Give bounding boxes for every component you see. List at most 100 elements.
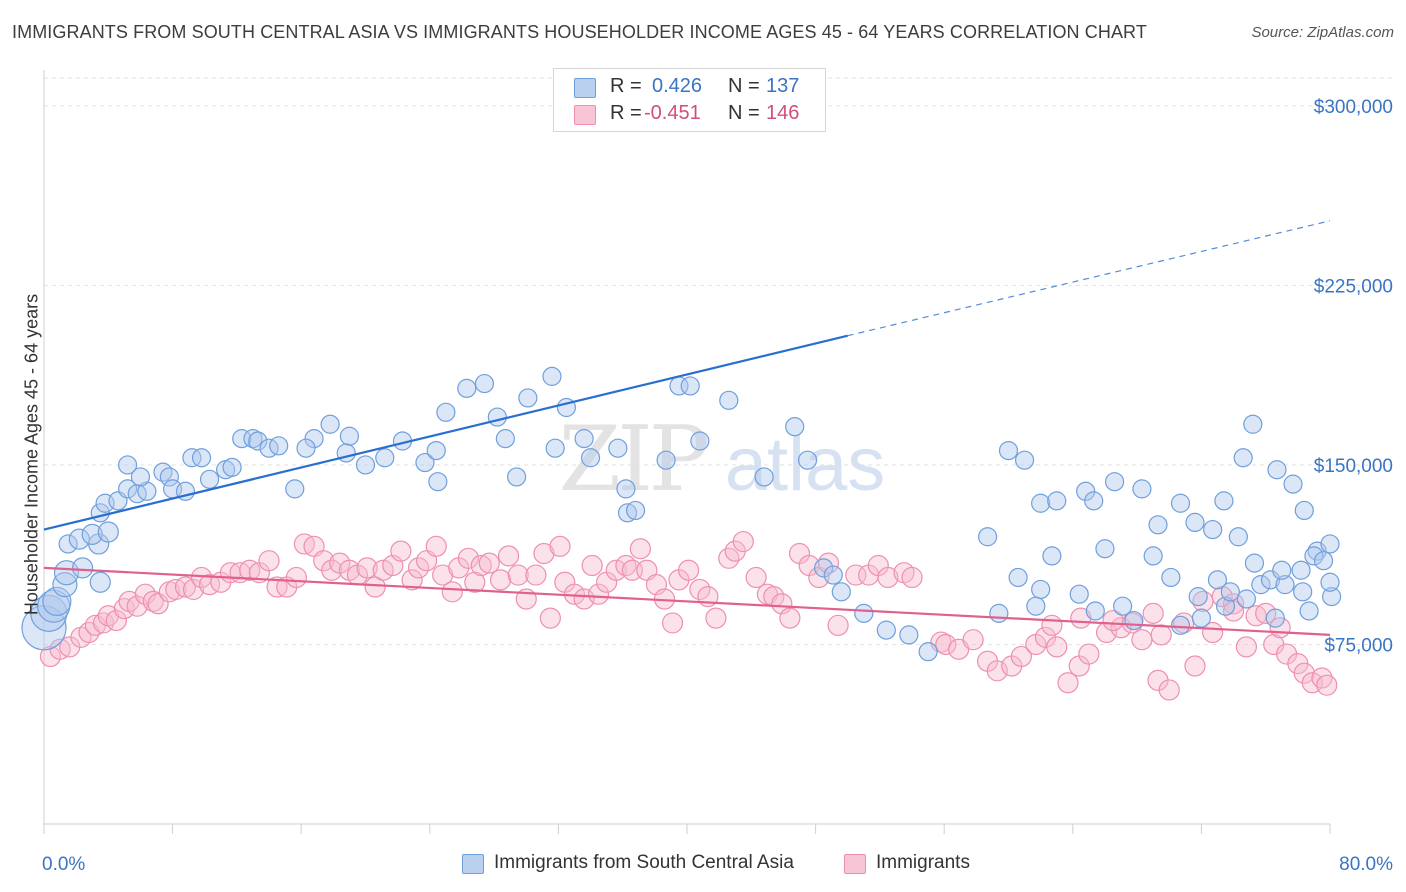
pink-point-65 — [587, 583, 610, 605]
blue-point-120 — [1251, 575, 1271, 595]
blue-point-111 — [1008, 567, 1028, 588]
blue-point-37 — [296, 438, 316, 458]
blue-point-44 — [415, 452, 435, 473]
legend-r-label-blue: R = — [610, 75, 642, 97]
blue-point-107 — [1143, 546, 1163, 566]
watermark: ZIP atlas — [559, 407, 886, 512]
blue-point-117 — [1170, 615, 1191, 635]
blue-point-39 — [339, 426, 360, 446]
blue-point-91 — [1203, 519, 1223, 540]
blue-point-68 — [754, 467, 774, 487]
blue-point-87 — [1132, 479, 1152, 499]
blue-point-54 — [542, 366, 562, 386]
blue-point-109 — [1042, 546, 1062, 566]
pink-point-79 — [705, 607, 727, 629]
y-axis-label: Householder Income Ages 45 - 64 years — [21, 293, 42, 616]
blue-point-104 — [1188, 587, 1208, 607]
pink-point-18 — [182, 578, 205, 601]
blue-point-125 — [1293, 582, 1313, 602]
legend-n-label-blue: N = — [728, 75, 760, 97]
legend-swatch-pink — [574, 105, 596, 125]
blue-point-112 — [1069, 584, 1089, 604]
pink-point-137 — [1150, 624, 1172, 646]
blue-point-47 — [436, 402, 456, 422]
pink-point-135 — [1316, 674, 1338, 696]
blue-point-129 — [1313, 551, 1334, 571]
blue-point-100 — [1322, 587, 1342, 607]
blue-point-78 — [978, 527, 998, 547]
legend-r-value-blue: 0.426 — [652, 75, 703, 97]
blue-point-83 — [1047, 491, 1067, 511]
pink-point-54 — [497, 545, 520, 567]
blue-point-75 — [876, 620, 896, 640]
blue-point-46 — [428, 472, 448, 492]
pink-point-140 — [1041, 614, 1063, 636]
pink-point-87 — [779, 607, 801, 629]
blue-point-88 — [1148, 515, 1168, 535]
blue-point-11 — [81, 523, 103, 545]
blue-point-60 — [616, 479, 636, 499]
legend-n-value-blue: 137 — [766, 75, 800, 97]
pink-point-59 — [539, 607, 561, 629]
pink-point-109 — [1046, 636, 1068, 658]
blue-point-72 — [823, 565, 843, 585]
pink-point-102 — [962, 629, 984, 651]
blue-point-66 — [690, 431, 710, 451]
chart-title: IMMIGRANTS FROM SOUTH CENTRAL ASIA VS IM… — [12, 22, 1147, 42]
pink-point-77 — [689, 578, 711, 601]
blue-point-103 — [1244, 553, 1265, 573]
pink-point-64 — [581, 554, 603, 577]
blue-point-99 — [1320, 534, 1340, 554]
pink-point-93 — [845, 564, 867, 586]
pink-point-33 — [321, 559, 343, 581]
blue-point-56 — [545, 438, 565, 458]
legend-n-value-pink: 146 — [766, 102, 800, 124]
correlation-legend: R = 0.426 N = 137 R = -0.451 N = 146 — [553, 68, 826, 132]
blue-point-9 — [58, 534, 78, 554]
tick-labels: $75,000 $150,000 $225,000 $300,000 0.0% 80.0% — [42, 97, 1393, 875]
pink-point-67 — [605, 559, 627, 581]
blue-point-29 — [222, 457, 242, 477]
source-label: Source: ZipAtlas.com — [1251, 24, 1394, 41]
blue-point-131 — [1228, 527, 1248, 547]
watermark-atlas: atlas — [725, 422, 886, 507]
blue-point-126 — [1304, 546, 1324, 566]
blue-point-86 — [1104, 472, 1125, 492]
blue-point-119 — [1191, 608, 1212, 628]
bottom-legend-swatch-blue — [462, 854, 484, 874]
pink-point-83 — [745, 566, 767, 589]
blue-point-52 — [507, 467, 527, 487]
blue-point-96 — [1283, 474, 1303, 494]
legend-r-label-pink: R = — [610, 102, 642, 124]
pink-point-117 — [1142, 602, 1164, 624]
legend-n-label-pink: N = — [728, 102, 760, 124]
blue-point-63 — [656, 450, 676, 470]
pink-point-69 — [621, 559, 643, 581]
blue-point-12 — [97, 521, 119, 543]
pink-point-92 — [827, 614, 849, 636]
bottom-legend-label-b: Immigrants — [876, 852, 970, 873]
blue-point-94 — [1243, 414, 1263, 434]
blue-point-77 — [918, 642, 938, 662]
blue-point-127 — [1320, 572, 1340, 592]
legend-swatch-blue — [574, 78, 596, 98]
blue-point-128 — [1272, 560, 1292, 580]
blue-point-59 — [608, 438, 628, 458]
blue-point-36 — [304, 429, 324, 449]
blue-point-51 — [487, 407, 507, 427]
bottom-legend-label-a: Immigrants from South Central Asia — [494, 852, 794, 873]
x-tick-label-max: 80.0% — [1339, 854, 1393, 875]
blue-point-38 — [320, 414, 340, 434]
blue-point-89 — [1170, 493, 1191, 513]
pink-point-70 — [629, 538, 651, 560]
blue-point-93 — [1233, 448, 1253, 468]
trend-lines — [43, 220, 1331, 637]
blue-point-79 — [989, 603, 1009, 623]
blue-point-19 — [130, 467, 151, 487]
blue-point-102 — [1299, 601, 1319, 621]
blue-point-74 — [854, 603, 874, 623]
blue-point-81 — [1014, 450, 1035, 470]
pink-point-57 — [525, 564, 547, 586]
blue-point-6 — [71, 557, 94, 579]
pink-point-100 — [935, 633, 957, 656]
